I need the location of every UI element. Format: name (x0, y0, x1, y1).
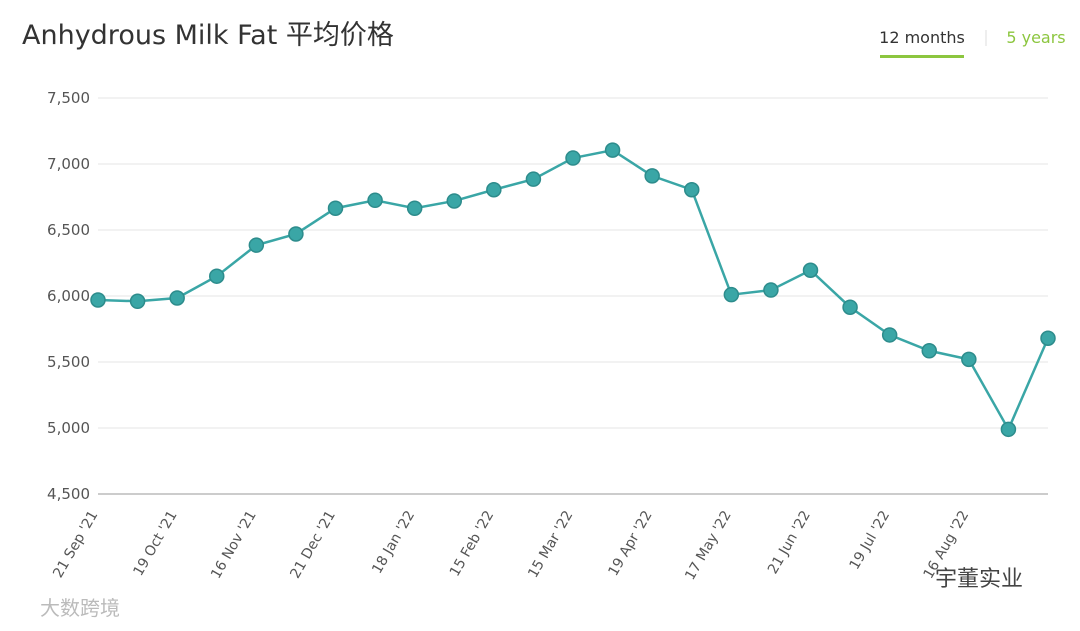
point (525, 171, 542, 187)
point (644, 168, 660, 184)
point (604, 142, 621, 158)
x-tick-label: 17 May '22 (682, 508, 735, 583)
watermark: 大数跨境 (40, 596, 120, 620)
x-tick-label: 21 Sep '21 (50, 508, 101, 581)
x-tick-label: 21 Jun '22 (765, 508, 814, 577)
point (842, 299, 858, 315)
y-tick-label: 6,000 (47, 287, 90, 305)
x-tick-label: 19 Oct '21 (130, 508, 180, 579)
point (327, 200, 344, 216)
point (446, 193, 462, 209)
line (97, 148, 1050, 433)
x-tick-label: 15 Mar '22 (525, 508, 576, 581)
y-tick-label: 5,500 (47, 353, 90, 371)
x-tick-label: 19 Apr '22 (605, 508, 655, 579)
point (90, 292, 106, 308)
point (802, 262, 819, 279)
point (486, 181, 502, 198)
active-underline (880, 55, 964, 58)
y-tick-label: 7,500 (47, 89, 90, 107)
y-tick-label: 6,500 (47, 221, 90, 239)
point (209, 268, 225, 284)
point (288, 226, 304, 242)
point (921, 343, 937, 359)
point (129, 293, 146, 310)
toggle-12-months[interactable]: 12 months (879, 28, 965, 47)
point (881, 327, 898, 343)
point (763, 282, 779, 298)
y-tick-label: 5,000 (47, 419, 90, 437)
point (169, 290, 185, 306)
toggle-5-years[interactable]: 5 years (1006, 28, 1065, 47)
watermark: 宇董实业 (935, 567, 1023, 592)
point (1040, 330, 1056, 346)
point (961, 351, 977, 368)
y-tick-label: 4,500 (47, 485, 90, 503)
x-tick-label: 19 Jul '22 (847, 508, 893, 573)
x-tick-label: 15 Feb '22 (447, 508, 497, 579)
point (367, 192, 383, 209)
point (248, 237, 265, 253)
point (565, 150, 581, 166)
y-tick-label: 7,000 (47, 155, 90, 173)
point (406, 200, 423, 216)
point (684, 181, 700, 198)
point (723, 286, 740, 303)
x-tick-label: 18 Jan '22 (369, 508, 418, 577)
point (1000, 421, 1017, 438)
x-tick-label: 16 Nov '21 (208, 508, 260, 582)
chart-title: Anhydrous Milk Fat 平均价格 (22, 20, 394, 51)
x-tick-label: 21 Dec '21 (287, 508, 339, 581)
